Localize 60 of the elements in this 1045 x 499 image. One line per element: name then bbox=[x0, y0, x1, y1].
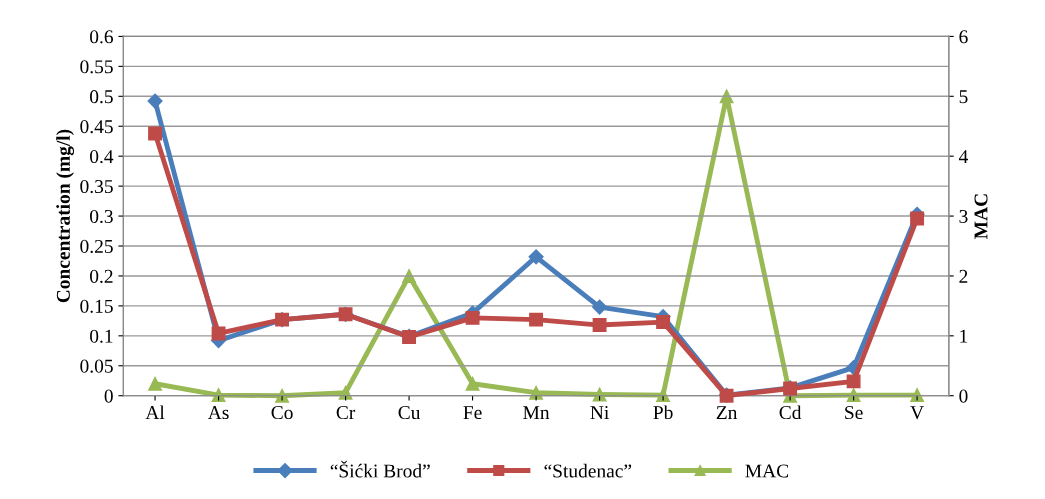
y2-tick-label: 5 bbox=[959, 90, 968, 104]
point bbox=[910, 211, 925, 226]
x-tick-label: Zn bbox=[716, 406, 738, 419]
y2-tick-label: 3 bbox=[959, 209, 968, 223]
x-tick-label: Se bbox=[845, 406, 863, 420]
y-tick-label: 0.5 bbox=[90, 90, 113, 104]
point bbox=[465, 376, 480, 391]
point bbox=[529, 385, 544, 400]
x-tick-label: Al bbox=[145, 405, 165, 419]
x-tick-label: Mn bbox=[523, 406, 550, 419]
y-tick-label: 0.3 bbox=[90, 209, 113, 224]
point bbox=[148, 126, 163, 141]
point bbox=[846, 388, 861, 403]
point bbox=[402, 269, 417, 283]
point bbox=[719, 89, 734, 104]
x-tick-label: As bbox=[207, 406, 229, 420]
x-tick-label: V bbox=[910, 406, 924, 420]
y-tick-label: 0.35 bbox=[80, 179, 113, 194]
x-tick-label: Ni bbox=[590, 406, 609, 419]
y2-tick-label: 2 bbox=[959, 269, 968, 283]
point bbox=[147, 93, 163, 109]
y2-axis-title: MAC bbox=[974, 194, 988, 239]
y-axis-title: Concentration (mg/l) bbox=[56, 129, 74, 303]
x-tick-label: Pb bbox=[653, 405, 673, 420]
x-tick-label: Cd bbox=[779, 405, 802, 420]
point bbox=[656, 315, 671, 329]
y-tick-label: 0.55 bbox=[80, 60, 113, 74]
point bbox=[465, 310, 480, 325]
x-tick-label: Co bbox=[271, 406, 293, 420]
legend-label: “Šićki Brod” bbox=[330, 460, 430, 478]
y-tick-label: 0.6 bbox=[90, 30, 114, 44]
x-tick-label: Cu bbox=[398, 406, 421, 420]
legend-label: MAC bbox=[745, 464, 789, 478]
y2-tick-label: 6 bbox=[959, 30, 968, 44]
y-tick-label: 0 bbox=[104, 389, 113, 403]
y2-tick-label: 1 bbox=[960, 329, 968, 343]
x-tick-label: Fe bbox=[463, 406, 482, 420]
point bbox=[528, 249, 544, 265]
y-tick-label: 0.2 bbox=[90, 269, 113, 283]
point bbox=[592, 318, 607, 332]
point bbox=[211, 388, 226, 403]
point bbox=[275, 388, 290, 403]
point bbox=[656, 388, 671, 403]
y-tick-label: 0.05 bbox=[80, 359, 113, 373]
y-tick-label: 0.15 bbox=[80, 299, 113, 313]
y2-tick-label: 0 bbox=[959, 389, 968, 403]
point bbox=[148, 376, 163, 391]
y-tick-label: 0.1 bbox=[90, 329, 113, 343]
point bbox=[592, 299, 608, 315]
legend-label: “Studenac” bbox=[544, 463, 632, 478]
y-tick-label: 0.45 bbox=[80, 120, 113, 134]
x-tick-label: Cr bbox=[336, 406, 356, 420]
y-tick-label: 0.4 bbox=[90, 150, 114, 164]
point bbox=[338, 385, 353, 400]
point bbox=[529, 312, 544, 327]
point bbox=[846, 374, 861, 389]
point bbox=[211, 326, 226, 341]
y-tick-label: 0.25 bbox=[80, 239, 113, 254]
y2-tick-label: 4 bbox=[958, 150, 968, 163]
point bbox=[910, 388, 925, 403]
